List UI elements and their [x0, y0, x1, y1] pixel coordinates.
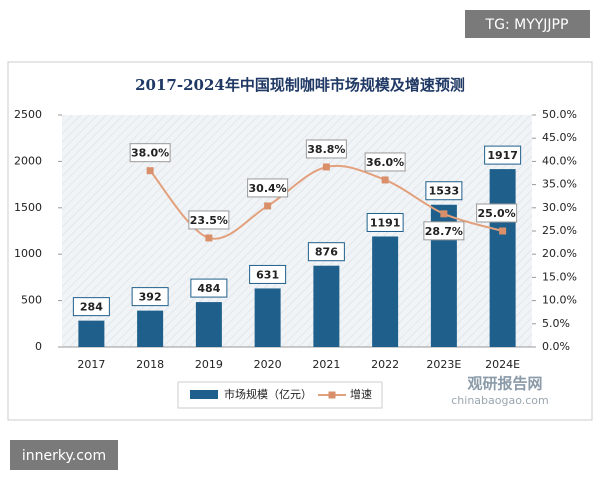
legend-swatch: [328, 391, 336, 399]
y2-tick-label: 10.0%: [542, 294, 577, 307]
bar-label: 392: [139, 291, 162, 304]
bar: [489, 169, 516, 347]
bar-label-box: [72, 297, 110, 317]
y-tick-label: 500: [21, 294, 42, 307]
line-label-box: [423, 221, 465, 241]
x-tick-label: 2023E: [426, 358, 461, 371]
bar-label: 876: [315, 246, 338, 259]
line-label-box: [188, 210, 230, 230]
line-label: 38.0%: [131, 147, 169, 160]
x-tick-label: 2018: [136, 358, 164, 371]
y2-tick-label: 40.0%: [542, 154, 577, 167]
line-label: 23.5%: [190, 214, 228, 227]
bar: [372, 236, 399, 347]
watermark: TG: MYYJJPP: [485, 17, 569, 33]
bar-label: 484: [197, 282, 220, 295]
y2-tick-label: 20.0%: [542, 247, 577, 260]
line-label-box: [129, 143, 171, 163]
bar: [195, 302, 222, 347]
bar-label-box: [366, 212, 404, 232]
line-marker: [264, 202, 272, 210]
y2-tick-label: 5.0%: [542, 317, 570, 330]
line-marker: [322, 163, 330, 171]
y2-tick-label: 30.0%: [542, 201, 577, 214]
x-tick-label: 2022: [371, 358, 399, 371]
y-tick-label: 1000: [14, 247, 42, 260]
line-marker: [205, 234, 213, 242]
x-tick-label: 2024E: [485, 358, 520, 371]
x-tick-label: 2019: [195, 358, 223, 371]
line-label: 28.7%: [425, 225, 463, 238]
watermark-box: [10, 440, 118, 470]
line-label-box: [364, 152, 406, 172]
x-tick-label: 2021: [312, 358, 340, 371]
bar: [313, 265, 340, 347]
bar-label: 1191: [370, 216, 401, 229]
line-label: 36.0%: [366, 156, 404, 169]
bar-label-box: [131, 287, 169, 307]
line-label-box: [305, 139, 347, 159]
line-marker: [381, 176, 389, 184]
line-label: 30.4%: [249, 182, 287, 195]
bar-label-box: [249, 264, 287, 284]
line-label-box: [476, 203, 518, 223]
y-tick-label: 2500: [14, 108, 42, 121]
y2-tick-label: 25.0%: [542, 224, 577, 237]
bar: [137, 310, 164, 347]
legend-label: 增速: [350, 387, 372, 401]
bar-label: 1917: [487, 149, 518, 162]
watermark: chinabaogao.com: [451, 394, 549, 407]
bar-label-box: [307, 242, 345, 262]
bar-label-box: [190, 278, 228, 298]
bar-label-box: [484, 145, 522, 165]
watermark: 观研报告网: [467, 375, 542, 393]
line-marker: [440, 210, 448, 218]
y2-tick-label: 35.0%: [542, 178, 577, 191]
x-tick-label: 2017: [77, 358, 105, 371]
bar-label: 631: [256, 268, 279, 281]
line-marker: [146, 167, 154, 175]
y-tick-label: 2000: [14, 154, 42, 167]
line-label: 38.8%: [307, 143, 345, 156]
bar: [254, 288, 281, 347]
line-label: 25.0%: [478, 207, 516, 220]
watermark-box: [465, 10, 590, 38]
bar-label-box: [425, 181, 463, 201]
y2-tick-label: 45.0%: [542, 131, 577, 144]
bar-label: 284: [80, 301, 103, 314]
x-tick-label: 2020: [254, 358, 282, 371]
legend-label: 市场规模（亿元）: [224, 387, 312, 401]
y-tick-label: 0: [35, 340, 42, 353]
line-label-box: [247, 178, 289, 198]
chart-title: 2017-2024年中国现制咖啡市场规模及增速预测: [135, 76, 465, 94]
watermark: innerky.com: [22, 448, 106, 464]
y-tick-label: 1500: [14, 201, 42, 214]
line-marker: [499, 227, 507, 235]
y2-tick-label: 50.0%: [542, 108, 577, 121]
bar-label: 1533: [429, 185, 460, 198]
y2-tick-label: 15.0%: [542, 270, 577, 283]
y2-tick-label: 0.0%: [542, 340, 570, 353]
legend-swatch: [190, 390, 218, 399]
bar: [78, 320, 105, 347]
